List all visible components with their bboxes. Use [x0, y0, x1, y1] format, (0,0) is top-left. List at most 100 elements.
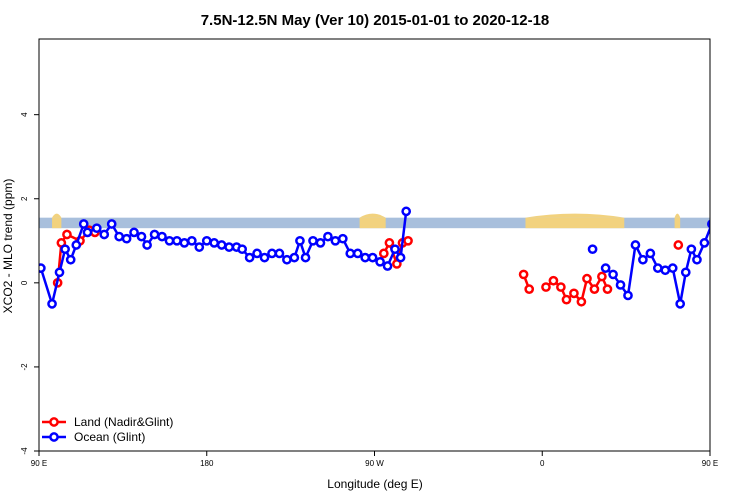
data-point — [556, 282, 566, 292]
data-point — [699, 238, 710, 248]
x-tick-label: 90 E — [702, 459, 718, 468]
data-point — [582, 273, 592, 284]
series-line — [545, 275, 609, 304]
data-point — [382, 261, 393, 271]
data-point — [129, 227, 139, 238]
data-point — [71, 240, 82, 250]
data-point — [164, 235, 175, 246]
y-tick-label: 2 — [20, 196, 29, 201]
data-point — [660, 265, 671, 276]
data-point — [731, 231, 738, 238]
data-point — [244, 252, 255, 263]
data-point — [645, 248, 656, 259]
data-point — [282, 254, 292, 265]
data-point — [345, 248, 356, 259]
series-1 — [39, 206, 750, 309]
data-point — [561, 294, 572, 305]
data-point — [576, 296, 587, 307]
data-point — [323, 231, 333, 242]
x-tick-label: 0 — [540, 459, 545, 468]
data-point — [216, 240, 227, 250]
data-point — [352, 248, 363, 259]
data-point — [721, 225, 728, 232]
data-point — [330, 235, 341, 246]
data-point — [623, 290, 633, 301]
data-point — [224, 242, 234, 252]
data-series — [39, 206, 750, 309]
data-point — [686, 244, 697, 255]
data-point — [209, 238, 220, 248]
legend-ocean-label: Ocean (Glint) — [74, 430, 145, 444]
x-axis-label: Longitude (deg E) — [327, 477, 422, 491]
data-point — [142, 240, 152, 250]
data-point — [259, 252, 270, 263]
data-point — [186, 235, 197, 246]
data-point — [630, 240, 641, 250]
y-tick-label: -4 — [20, 447, 29, 455]
data-point — [136, 231, 147, 242]
data-point — [121, 233, 132, 244]
data-point — [615, 280, 626, 290]
data-point — [673, 240, 684, 250]
data-point — [541, 282, 551, 292]
data-point — [395, 252, 406, 263]
y-tick-label: 4 — [20, 112, 29, 117]
data-point — [597, 271, 607, 282]
data-point — [172, 235, 182, 246]
plot-frame — [38, 38, 711, 452]
data-point — [390, 244, 400, 255]
y-tick-label: -2 — [20, 363, 29, 371]
data-point — [744, 231, 750, 238]
data-point — [680, 267, 691, 278]
data-point — [62, 229, 72, 240]
data-point — [652, 263, 663, 273]
data-point — [337, 233, 348, 244]
data-point — [82, 227, 93, 238]
band-land-2 — [525, 217, 625, 229]
data-point — [675, 299, 686, 309]
data-point — [78, 219, 89, 229]
data-point — [47, 299, 57, 309]
data-point — [667, 263, 678, 273]
data-point — [725, 239, 732, 246]
band-land-bump-3 — [674, 213, 681, 218]
data-point — [518, 269, 529, 280]
data-point — [54, 267, 65, 278]
data-point — [707, 219, 710, 229]
data-point — [692, 254, 702, 265]
data-point — [403, 235, 413, 246]
band-land-0 — [52, 217, 62, 229]
data-point — [157, 231, 167, 242]
data-point — [99, 229, 110, 240]
data-point — [714, 229, 721, 236]
data-point — [274, 248, 285, 259]
data-point — [201, 235, 212, 246]
legend-ocean-marker — [49, 432, 59, 442]
data-point — [91, 223, 102, 234]
data-point — [569, 288, 579, 299]
band-land-bump-2 — [525, 213, 625, 218]
data-point — [589, 284, 600, 294]
legend: Land (Nadir&Glint) Ocean (Glint) — [42, 415, 173, 444]
data-point — [308, 235, 318, 246]
x-tick-label: 90 W — [365, 459, 384, 468]
data-point — [638, 254, 648, 265]
y-tick-label: 0 — [20, 280, 29, 285]
data-point — [548, 275, 559, 286]
chart-title: 7.5N-12.5N May (Ver 10) 2015-01-01 to 20… — [201, 12, 550, 29]
data-point — [367, 252, 378, 263]
data-point — [106, 219, 117, 229]
data-point — [736, 220, 743, 227]
data-point — [252, 248, 262, 259]
data-point — [39, 263, 46, 273]
background-band — [39, 213, 710, 229]
legend-land-marker — [49, 417, 59, 427]
data-point — [602, 284, 613, 294]
data-point — [401, 206, 412, 217]
data-point — [600, 263, 611, 273]
data-point — [608, 269, 618, 280]
x-tick-label: 90 E — [31, 459, 47, 468]
data-point — [300, 252, 311, 263]
data-point — [378, 248, 389, 259]
